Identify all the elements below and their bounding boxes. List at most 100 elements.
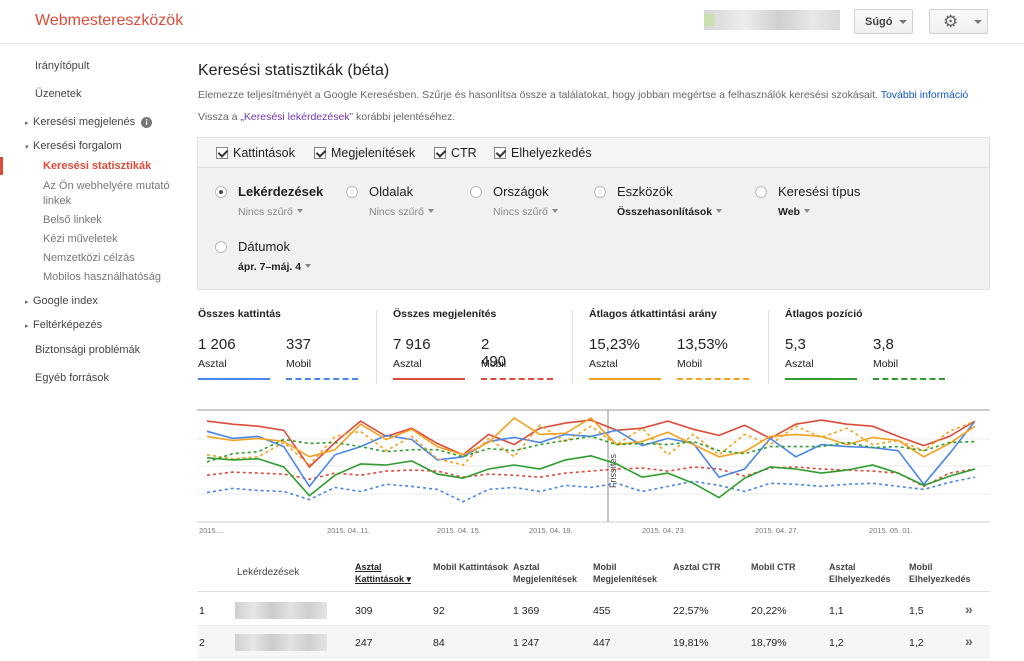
metric-mobile-value: 13,53%	[677, 336, 728, 353]
collapsed-arrow-icon: ▸	[25, 299, 29, 306]
mobile-legend-line	[481, 378, 553, 380]
back-suffix: korábbi jelentéséhez.	[353, 111, 456, 123]
old-report-link[interactable]: „Keresési lekérdezések”	[240, 111, 354, 123]
column-header[interactable]: Asztal Kattintások ▾	[355, 562, 412, 584]
dimension-filter[interactable]: Nincs szűrő	[493, 206, 558, 218]
sidebar-item[interactable]: Mobilos használhatóság	[43, 271, 161, 283]
checkbox-position[interactable]: Elhelyezkedés	[494, 146, 592, 160]
radio-icon[interactable]	[215, 241, 227, 253]
filter-value: Web	[778, 206, 800, 218]
sidebar-item[interactable]: linkek	[43, 195, 71, 207]
filter-panel: Kattintások Megjelenítések CTR Elhelyezk…	[197, 137, 990, 290]
sidebar-item[interactable]: Üzenetek	[35, 88, 81, 100]
sidebar-item[interactable]: ▸ Google index	[25, 295, 98, 307]
column-header[interactable]: Mobil Kattintások	[433, 562, 509, 572]
dimension-filter[interactable]: Nincs szűrő	[238, 206, 303, 218]
dimension-filter[interactable]: Összehasonlítások	[617, 206, 723, 218]
metric-desktop-label: Asztal	[785, 358, 814, 370]
table-cell: 1,2	[909, 637, 924, 649]
more-info-link[interactable]: További információ	[880, 89, 969, 101]
checkbox-icon[interactable]	[216, 147, 228, 159]
metric-card[interactable]: Átlagos átkattintási arány 15,23% 13,53% As…	[589, 308, 749, 380]
x-tick-label: 2015. 04. 11.	[327, 526, 370, 535]
sidebar-item[interactable]: Egyéb források	[35, 372, 109, 384]
intro-text: Elemezze teljesítményét a Google Keresés…	[198, 89, 878, 101]
table-cell: 447	[593, 637, 611, 649]
collapsed-arrow-icon: ▸	[25, 120, 29, 127]
table-cell: 1,2	[829, 637, 844, 649]
column-header[interactable]: Asztal Elhelyezkedés	[829, 562, 891, 584]
expanded-arrow-icon: ▾	[25, 144, 29, 151]
sidebar-item[interactable]: Belső linkek	[43, 214, 102, 226]
radio-icon[interactable]	[594, 186, 606, 198]
column-header[interactable]: Mobil Elhelyezkedés	[909, 562, 971, 584]
sidebar-item-label: Keresési megjelenés	[33, 116, 136, 128]
gear-icon: ⚙	[943, 12, 959, 31]
sidebar-item-label: Az Ön webhelyére mutató	[43, 180, 170, 192]
help-button[interactable]: Súgó	[854, 9, 913, 34]
sidebar-item[interactable]: Biztonsági problémák	[35, 344, 140, 356]
radio-icon[interactable]	[755, 186, 767, 198]
checkbox-label: Megjelenítések	[331, 146, 416, 160]
sidebar-item[interactable]: ▾ Keresési forgalom	[25, 140, 122, 152]
sidebar-item[interactable]: Keresési statisztikák	[43, 160, 151, 172]
checkbox-icon[interactable]	[434, 147, 446, 159]
metric-desktop-value: 7 916	[393, 336, 431, 353]
checkbox-clicks[interactable]: Kattintások	[216, 146, 295, 160]
sidebar-item[interactable]: Kézi műveletek	[43, 233, 118, 245]
sidebar-item[interactable]: Irányítópult	[35, 60, 89, 72]
double-chevron-right-icon[interactable]: »	[965, 601, 973, 617]
metric-title: Átlagos átkattintási arány	[589, 308, 717, 320]
info-icon[interactable]: i	[141, 117, 153, 128]
sidebar-item[interactable]: Az Ön webhelyére mutató	[43, 180, 170, 192]
checkbox-label: Kattintások	[233, 146, 295, 160]
account-chip[interactable]	[704, 10, 840, 30]
column-header[interactable]: Lekérdezések	[237, 567, 300, 578]
redacted-query[interactable]	[235, 602, 327, 619]
sidebar-item-label: Kézi műveletek	[43, 233, 118, 245]
metric-card[interactable]: Összes kattintás 1 206 337 Asztal Mobil	[198, 308, 358, 380]
radio-icon[interactable]	[346, 186, 358, 198]
sidebar-item[interactable]: ▸ Feltérképezés	[25, 319, 102, 331]
radio-selected-icon[interactable]	[215, 186, 227, 198]
sidebar-item-label: Biztonsági problémák	[35, 344, 141, 356]
checkbox-icon[interactable]	[494, 147, 506, 159]
double-chevron-right-icon[interactable]: »	[965, 633, 973, 649]
settings-button[interactable]: ⚙	[929, 9, 988, 34]
dimension-filter[interactable]: Web	[778, 206, 810, 218]
dimension-filter[interactable]: Nincs szűrő	[369, 206, 434, 218]
table-cell: 18,79%	[751, 637, 787, 649]
dimension-label: Dátumok	[238, 239, 291, 254]
metric-card[interactable]: Összes megjelenítés 7 916 2 490 Asztal Mobil	[393, 308, 553, 380]
redacted-query[interactable]	[235, 634, 327, 651]
radio-icon[interactable]	[470, 186, 482, 198]
table-row[interactable]: 1 309 92 1 369 455 22,57% 20,22% 1,1 1,5 »	[197, 594, 990, 626]
column-header[interactable]: Asztal CTR	[673, 562, 721, 572]
dimension-filter[interactable]: ápr. 7–máj. 4	[238, 261, 312, 273]
checkbox-ctr[interactable]: CTR	[434, 146, 477, 160]
app-title[interactable]: Webmestereszközök	[35, 12, 184, 29]
sidebar-item-label: Keresési statisztikák	[43, 160, 152, 172]
annotation-label: Frissítés	[608, 453, 618, 488]
back-to-old-report: Vissza a „Keresési lekérdezések” korábbi…	[198, 111, 455, 123]
caret-down-icon	[305, 264, 312, 268]
sidebar-item-label: Nemzetközi célzás	[43, 252, 135, 264]
checkbox-impressions[interactable]: Megjelenítések	[314, 146, 415, 160]
column-header[interactable]: Asztal Megjelenítések	[513, 562, 578, 584]
dimension-label: Eszközök	[617, 184, 673, 199]
sidebar-item[interactable]: Nemzetközi célzás	[43, 252, 135, 264]
metric-mobile-value: 3,8	[873, 336, 894, 353]
checkbox-icon[interactable]	[314, 147, 326, 159]
chart-series-line	[206, 416, 976, 458]
column-header[interactable]: Mobil Megjelenítések	[593, 562, 658, 584]
table-cell: 19,81%	[673, 637, 709, 649]
x-tick-label: 2015. 04. 15.	[437, 526, 481, 535]
metric-mobile-label: Mobil	[873, 358, 899, 370]
table-row[interactable]: 2 247 84 1 247 447 19,81% 18,79% 1,2 1,2 »	[197, 626, 990, 658]
column-header[interactable]: Mobil CTR	[751, 562, 796, 572]
table-cell: 20,22%	[751, 605, 787, 617]
sidebar-item[interactable]: ▸ Keresési megjelenés i	[25, 116, 153, 128]
checkbox-label: CTR	[451, 146, 477, 160]
sidebar-item-label: Belső linkek	[43, 214, 102, 226]
metric-card[interactable]: Átlagos pozíció 5,3 3,8 Asztal Mobil	[785, 308, 945, 380]
